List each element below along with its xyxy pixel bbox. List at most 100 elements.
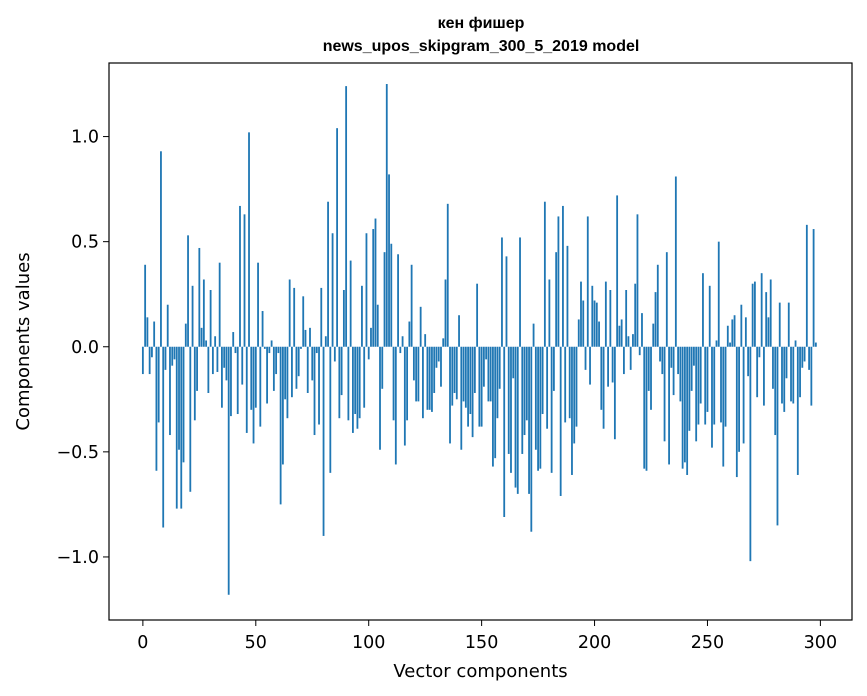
- plot-frame: [108, 62, 853, 621]
- bar-36: [223, 346, 226, 368]
- bar-224: [647, 346, 650, 391]
- bar-191: [573, 346, 576, 444]
- bar-60: [277, 346, 280, 354]
- bar-22: [191, 285, 194, 347]
- bar-257: [722, 346, 725, 467]
- bar-49: [252, 346, 255, 444]
- bar-43: [239, 205, 241, 347]
- x-axis-label: Vector components: [393, 661, 567, 682]
- bar-161: [505, 256, 508, 347]
- bar-139: [455, 346, 458, 400]
- bar-30: [209, 290, 212, 347]
- bar-71: [302, 296, 305, 347]
- bar-6: [155, 346, 158, 471]
- bar-117: [406, 346, 409, 421]
- bar-50: [254, 346, 257, 408]
- bar-110: [390, 243, 393, 347]
- bar-104: [376, 304, 379, 347]
- bar-148: [476, 283, 479, 347]
- bar-196: [584, 346, 587, 370]
- bar-52: [259, 346, 262, 427]
- bar-186: [562, 205, 564, 347]
- bar-278: [769, 279, 772, 347]
- bar-297: [812, 229, 815, 347]
- bar-179: [546, 346, 549, 429]
- bar-262: [733, 315, 736, 347]
- bar-206: [607, 346, 609, 387]
- bar-266: [742, 346, 745, 444]
- bar-177: [541, 346, 544, 415]
- bar-129: [433, 346, 436, 393]
- bar-61: [279, 346, 282, 505]
- bar-136: [449, 346, 451, 444]
- bar-58: [272, 346, 275, 391]
- bar-47: [248, 132, 250, 347]
- bar-103: [374, 218, 377, 347]
- bar-188: [566, 245, 569, 347]
- bar-231: [663, 346, 666, 442]
- bar-166: [516, 346, 519, 494]
- bar-86: [336, 128, 338, 347]
- bar-100: [367, 346, 370, 360]
- bar-283: [781, 346, 783, 404]
- bar-210: [616, 195, 619, 347]
- x-tick-label-6: 300: [804, 633, 837, 653]
- bar-82: [327, 201, 329, 347]
- bar-99: [365, 233, 368, 347]
- bar-15: [175, 346, 178, 509]
- bar-131: [437, 346, 440, 362]
- bar-28: [205, 340, 208, 347]
- bar-170: [525, 346, 528, 421]
- bar-76: [313, 346, 316, 436]
- bar-85: [333, 346, 336, 362]
- bar-119: [410, 264, 413, 347]
- x-tick-label-2: 100: [352, 633, 385, 653]
- bar-174: [534, 346, 537, 450]
- bar-233: [668, 346, 670, 465]
- bar-212: [620, 319, 623, 347]
- bar-19: [184, 323, 187, 347]
- bar-35: [221, 346, 223, 408]
- bar-112: [394, 346, 397, 465]
- bar-92: [349, 260, 352, 347]
- bar-245: [695, 346, 698, 442]
- bar-44: [241, 346, 244, 385]
- bar-18: [182, 346, 185, 463]
- bar-259: [726, 325, 729, 347]
- bar-3: [148, 346, 151, 375]
- bar-114: [399, 346, 402, 354]
- x-axis-ticks: 0 50 100 150 200 250 300: [137, 620, 837, 653]
- bar-162: [507, 346, 510, 454]
- bar-226: [652, 323, 655, 347]
- bar-146: [471, 346, 474, 438]
- bar-276: [765, 292, 768, 347]
- chart-title: кен фишер news_upos_skipgram_300_5_2019 …: [323, 15, 640, 55]
- bar-290: [796, 346, 799, 475]
- bar-134: [444, 279, 447, 347]
- bar-228: [656, 264, 659, 347]
- bar-26: [200, 327, 203, 347]
- bar-27: [202, 279, 205, 347]
- bar-288: [792, 346, 795, 404]
- bar-141: [460, 346, 463, 450]
- x-tick-label-0: 0: [137, 633, 148, 653]
- bar-1: [144, 264, 147, 347]
- bar-63: [284, 346, 287, 400]
- x-tick-label-3: 150: [465, 633, 498, 653]
- bar-144: [467, 346, 469, 427]
- bar-130: [435, 346, 438, 368]
- bar-122: [417, 346, 420, 402]
- bar-289: [794, 340, 797, 347]
- bar-65: [288, 279, 291, 347]
- bar-93: [352, 346, 354, 433]
- chart-subtitle: news_upos_skipgram_300_5_2019 model: [323, 38, 640, 55]
- bar-250: [706, 346, 709, 412]
- bar-94: [354, 346, 357, 415]
- bar-32: [214, 336, 217, 347]
- bar-150: [480, 346, 483, 427]
- x-tick-label-4: 200: [578, 633, 611, 653]
- bar-96: [358, 346, 361, 419]
- bars-group: [141, 84, 817, 595]
- bar-268: [747, 346, 750, 377]
